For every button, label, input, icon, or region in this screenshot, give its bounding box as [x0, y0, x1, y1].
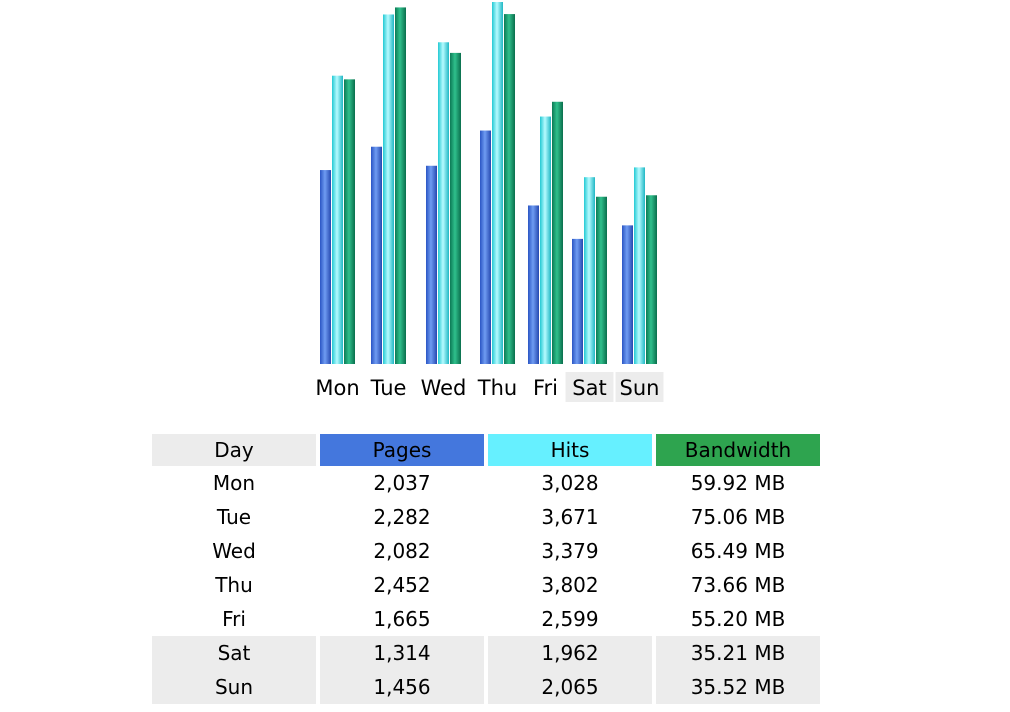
cell-bandwidth: 59.92 MB: [690, 471, 786, 495]
pages-bar-sat: [572, 238, 583, 364]
table-row: Fri 1,665 2,599 55.20 MB: [152, 602, 820, 636]
pages-bar-fri: [528, 205, 539, 364]
bandwidth-bar-tue: [395, 7, 406, 365]
cell-bandwidth: 55.20 MB: [690, 607, 786, 631]
cell-bandwidth: 73.66 MB: [690, 573, 786, 597]
cell-pages: 2,037: [373, 471, 431, 495]
days-of-week-table: Day Pages Hits Bandwidth Mon 2,037 3,028…: [148, 434, 824, 704]
cell-hits: 3,802: [541, 573, 599, 597]
cell-hits: 3,671: [541, 505, 599, 529]
bandwidth-bar-sun: [646, 195, 657, 364]
cell-pages: 2,082: [373, 539, 431, 563]
weekend-label-bg: [615, 372, 664, 402]
table-row: Mon 2,037 3,028 59.92 MB: [152, 466, 820, 500]
pages-bar-wed: [426, 165, 437, 364]
header-hits: Hits: [488, 434, 652, 466]
cell-day: Tue: [216, 505, 252, 529]
bandwidth-bar-mon: [344, 79, 355, 365]
bandwidth-bar-thu: [504, 14, 515, 364]
cell-day: Mon: [212, 471, 256, 495]
cell-day: Fri: [222, 607, 246, 631]
pages-bar-mon: [320, 170, 331, 364]
table-row: Thu 2,452 3,802 73.66 MB: [152, 568, 820, 602]
cell-hits: 1,962: [488, 636, 652, 670]
weekend-label-bg: [565, 372, 614, 402]
table-header-row: Day Pages Hits Bandwidth: [152, 434, 820, 466]
x-tick-label: Thu: [477, 376, 517, 400]
hits-bar-tue: [383, 14, 394, 365]
pages-bar-tue: [371, 146, 382, 364]
table-row: Tue 2,282 3,671 75.06 MB: [152, 500, 820, 534]
hits-bar-thu: [492, 2, 503, 364]
x-tick-label: Fri: [533, 376, 558, 400]
hits-bar-fri: [540, 116, 551, 364]
x-tick-label: Wed: [421, 376, 467, 400]
bandwidth-bar-sat: [596, 196, 607, 364]
x-tick-label: Mon: [315, 376, 359, 400]
hits-bar-mon: [332, 75, 343, 365]
header-day: Day: [152, 434, 316, 466]
days-of-week-chart: Mon Tue Wed Thu Fri Sat Sun: [315, 2, 664, 402]
cell-pages: 1,314: [320, 636, 484, 670]
pages-bar-thu: [480, 130, 491, 364]
cell-pages: 1,456: [320, 670, 484, 704]
x-tick-label: Sun: [620, 376, 660, 400]
x-tick-label: Sat: [572, 376, 606, 400]
cell-day: Wed: [212, 539, 256, 563]
bars-layer: [320, 2, 657, 365]
cell-bandwidth: 35.52 MB: [656, 670, 820, 704]
cell-hits: 3,028: [541, 471, 599, 495]
cell-pages: 2,452: [373, 573, 431, 597]
hits-bar-sun: [634, 167, 645, 364]
cell-bandwidth: 75.06 MB: [690, 505, 786, 529]
cell-pages: 1,665: [373, 607, 431, 631]
cell-day: Thu: [215, 573, 253, 597]
header-pages: Pages: [320, 434, 484, 466]
cell-hits: 3,379: [541, 539, 599, 563]
x-tick-label: Tue: [370, 376, 407, 400]
cell-day: Sat: [152, 636, 316, 670]
cell-bandwidth: 65.49 MB: [690, 539, 786, 563]
cell-pages: 2,282: [373, 505, 431, 529]
header-bandwidth: Bandwidth: [656, 434, 820, 466]
cell-day: Sun: [152, 670, 316, 704]
pages-bar-sun: [622, 225, 633, 364]
bandwidth-bar-wed: [450, 52, 461, 364]
table-row-weekend: Sun 1,456 2,065 35.52 MB: [152, 670, 820, 704]
table-row-weekend: Sat 1,314 1,962 35.21 MB: [152, 636, 820, 670]
hits-bar-wed: [438, 42, 449, 365]
table-row: Wed 2,082 3,379 65.49 MB: [152, 534, 820, 568]
cell-bandwidth: 35.21 MB: [656, 636, 820, 670]
bandwidth-bar-fri: [552, 101, 563, 364]
hits-bar-sat: [584, 177, 595, 364]
cell-hits: 2,065: [488, 670, 652, 704]
x-tick-labels: Mon Tue Wed Thu Fri Sat Sun: [315, 372, 664, 402]
cell-hits: 2,599: [541, 607, 599, 631]
